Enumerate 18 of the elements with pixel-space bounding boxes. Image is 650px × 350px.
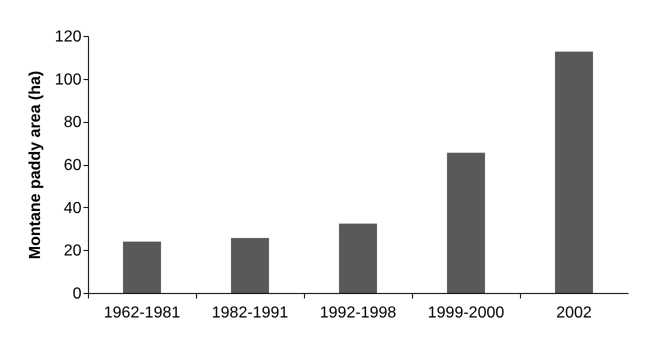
- y-tick-label: 80: [64, 114, 82, 132]
- bar: [555, 52, 593, 293]
- bar: [339, 224, 377, 293]
- y-tick-label: 120: [54, 28, 82, 46]
- x-tick-label: 1962-1981: [104, 304, 180, 322]
- y-tick-label: 60: [64, 157, 82, 174]
- y-tick-label: 100: [54, 71, 82, 88]
- x-tick-label: 1992-1998: [320, 304, 396, 322]
- y-tick-label: 0: [72, 286, 82, 302]
- x-tick-label: 2002: [556, 304, 592, 322]
- bar: [447, 152, 485, 293]
- y-axis-title: Montane paddy area (ha): [26, 70, 44, 260]
- bar: [123, 242, 161, 293]
- x-tick-label: 1982-1991: [212, 304, 288, 322]
- y-tick-label: 40: [64, 200, 82, 217]
- bar: [231, 238, 269, 293]
- x-tick-label: 1999-2000: [428, 304, 504, 322]
- y-tick-label: 20: [64, 242, 82, 260]
